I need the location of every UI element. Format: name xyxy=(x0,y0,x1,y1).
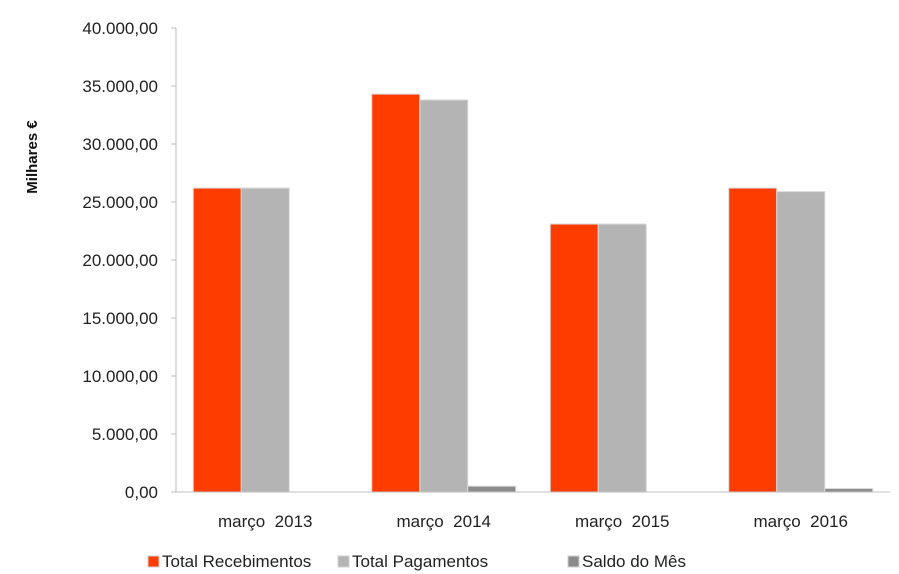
legend-label: Total Pagamentos xyxy=(352,552,488,571)
y-axis-ticks: 0,00 5.000,00 10.000,00 15.000,00 20.000,00 2… xyxy=(82,19,176,502)
y-axis-label: Milhares € xyxy=(24,120,41,194)
bar xyxy=(419,99,469,493)
bar xyxy=(549,223,599,493)
legend-label: Saldo do Mês xyxy=(582,552,686,571)
bar xyxy=(467,485,517,493)
y-tick-label: 5.000,00 xyxy=(92,425,158,444)
y-tick-label: 25.000,00 xyxy=(82,193,158,212)
y-tick-label: 40.000,00 xyxy=(82,19,158,38)
legend-swatch xyxy=(567,555,580,568)
legend: Total Recebimentos Total Pagamentos Saldo … xyxy=(147,552,686,571)
bar xyxy=(597,223,647,493)
y-tick-label: 0,00 xyxy=(125,483,158,502)
y-tick-label: 35.000,00 xyxy=(82,77,158,96)
bar xyxy=(192,187,242,493)
x-tick-label: março 2016 xyxy=(754,512,849,531)
legend-swatch xyxy=(337,555,350,568)
y-tick-label: 10.000,00 xyxy=(82,367,158,386)
bar xyxy=(776,191,826,493)
category-labels: março 2013 março 2014 março 2015 março 2016 xyxy=(218,512,848,531)
y-tick-label: 15.000,00 xyxy=(82,309,158,328)
x-tick-label: março 2015 xyxy=(575,512,670,531)
bar xyxy=(240,187,290,493)
y-tick-label: 30.000,00 xyxy=(82,135,158,154)
x-tick-label: março 2014 xyxy=(397,512,492,531)
x-tick-label: março 2013 xyxy=(218,512,313,531)
legend-label: Total Recebimentos xyxy=(162,552,311,571)
legend-swatch xyxy=(147,555,160,568)
bars xyxy=(192,93,874,493)
bar xyxy=(371,93,421,493)
y-tick-label: 20.000,00 xyxy=(82,251,158,270)
bar xyxy=(728,187,778,493)
bar xyxy=(824,488,874,493)
